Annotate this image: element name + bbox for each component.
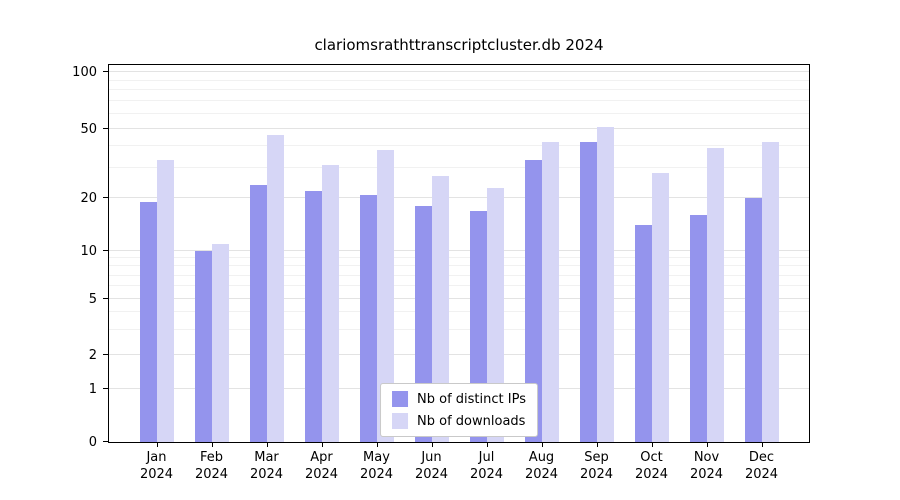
bar-downloads [486,187,504,442]
x-tick-mark [431,442,433,447]
bar-distinct-ips [249,184,267,442]
bar-distinct-ips [579,141,597,442]
y-tick-mark [103,388,108,390]
bar-distinct-ips [634,225,652,442]
x-tick-mark [156,442,158,447]
x-tick-mark [706,442,708,447]
x-tick-label: Feb 2024 [194,450,229,482]
y-tick-label: 10 [80,243,97,259]
minor-gridline [109,166,809,168]
bar-downloads [376,149,394,442]
y-tick-label: 2 [88,347,97,363]
bar-downloads [156,160,174,442]
x-tick-label: Oct 2024 [634,450,669,482]
minor-gridline [109,285,809,287]
major-gridline [109,71,809,73]
x-tick-label: Apr 2024 [304,450,339,482]
bar-downloads [431,175,449,442]
bar-downloads [321,165,339,442]
y-tick-mark [103,297,108,299]
legend-item-distinct-ips: Nb of distinct IPs [392,391,526,407]
minor-gridline [109,79,809,81]
y-tick-label: 20 [80,191,97,207]
minor-gridline [109,328,809,330]
legend-swatch-downloads [392,413,409,429]
y-tick-label: 100 [72,65,97,81]
y-tick-label: 5 [88,291,97,307]
x-tick-mark [541,442,543,447]
bar-downloads [761,141,779,442]
major-gridline [109,353,809,355]
minor-gridline [109,265,809,267]
y-tick-label: 0 [88,435,97,450]
y-tick-mark [103,197,108,199]
x-tick-label: Mar 2024 [249,450,284,482]
bar-distinct-ips [744,198,762,442]
x-tick-mark [486,442,488,447]
y-tick-mark [103,441,108,442]
legend-item-downloads: Nb of downloads [392,413,526,429]
minor-gridline [109,100,809,102]
major-gridline [109,127,809,129]
x-tick-label: May 2024 [359,450,394,482]
bar-distinct-ips [689,215,707,442]
x-tick-mark [211,442,213,447]
x-tick-label: Nov 2024 [689,450,724,482]
minor-gridline [109,257,809,259]
y-tick-label: 50 [80,121,97,137]
bar-distinct-ips [304,191,322,442]
x-tick-label: Jan 2024 [139,450,174,482]
x-tick-label: Jun 2024 [414,450,449,482]
x-tick-mark [761,442,763,447]
minor-gridline [109,89,809,91]
legend: Nb of distinct IPs Nb of downloads [380,383,538,437]
y-tick-label: 1 [88,382,97,398]
x-tick-mark [596,442,598,447]
y-tick-mark [103,249,108,251]
x-tick-label: Jul 2024 [469,450,504,482]
minor-gridline [109,311,809,313]
major-gridline [109,197,809,199]
bar-downloads [706,147,724,442]
chart-title: clariomsrathttranscriptcluster.db 2024 [314,36,604,54]
bar-downloads [211,243,229,442]
minor-gridline [109,274,809,276]
plot-area: 0 1 2 5 10 20 50 100 Jan 2024 Feb 2024 Mar 2024 Ap… [72,64,810,482]
bar-distinct-ips [359,194,377,442]
bar-distinct-ips [139,202,157,442]
y-tick-mark [103,127,108,129]
x-tick-mark [376,442,378,447]
bar-downloads [651,172,669,442]
minor-gridline [109,112,809,114]
x-tick-mark [651,442,653,447]
legend-label-downloads: Nb of downloads [417,413,526,429]
legend-label-distinct-ips: Nb of distinct IPs [417,391,526,407]
y-tick-mark [103,71,108,73]
bar-distinct-ips [524,160,542,442]
bar-downloads [541,141,559,442]
minor-gridline [109,144,809,146]
bar-distinct-ips [194,250,212,442]
legend-swatch-distinct-ips [392,391,409,407]
x-tick-mark [266,442,268,447]
x-tick-label: Aug 2024 [524,450,559,482]
bar-downloads [596,127,614,442]
x-tick-mark [321,442,323,447]
x-tick-label: Dec 2024 [744,450,779,482]
x-tick-label: Sep 2024 [579,450,614,482]
y-tick-mark [103,353,108,355]
major-gridline [109,249,809,251]
major-gridline [109,297,809,299]
bar-downloads [266,135,284,442]
